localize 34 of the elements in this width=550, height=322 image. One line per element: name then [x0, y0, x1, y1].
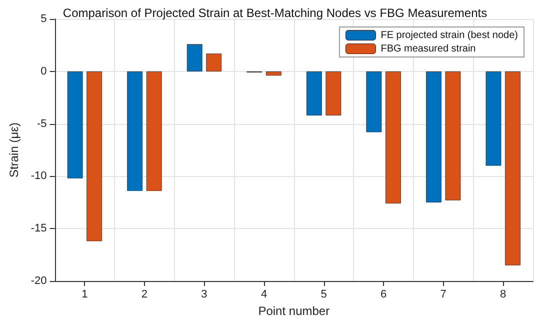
- x-tick-label: 5: [320, 288, 327, 300]
- y-tick-label: -5: [37, 118, 47, 130]
- bar: [67, 71, 83, 178]
- y-tick-label: -10: [30, 170, 47, 182]
- x-tick-label: 3: [201, 288, 208, 300]
- bar: [127, 71, 143, 191]
- x-tick-label: 2: [141, 288, 148, 300]
- x-tick-label: 1: [82, 288, 88, 300]
- bar: [186, 44, 202, 72]
- bar: [505, 71, 520, 266]
- x-tick-label: 7: [440, 288, 446, 300]
- x-tick-label: 6: [380, 288, 387, 300]
- chart-title: Comparison of Projected Strain at Best-Matching Nodes vs FBG Measurements: [62, 6, 488, 20]
- x-tick-label: 8: [500, 288, 506, 300]
- bar: [426, 71, 442, 202]
- bar: [266, 71, 282, 76]
- x-tick-label: 4: [260, 288, 268, 300]
- bar: [366, 71, 382, 132]
- y-tick-label: -15: [30, 222, 47, 235]
- bar: [486, 71, 502, 166]
- bar: [86, 71, 102, 242]
- x-axis-title: Point number: [258, 304, 330, 318]
- bar: [326, 71, 342, 116]
- bar: [306, 71, 322, 116]
- y-axis-title: Strain (με): [7, 122, 21, 178]
- y-tick-label: -20: [30, 275, 47, 287]
- y-tick-label: 0: [40, 65, 47, 78]
- legend-label: FBG measured strain: [380, 43, 476, 54]
- bar: [146, 71, 162, 191]
- legend-label: FE projected strain (best node): [380, 30, 518, 41]
- bar: [206, 54, 222, 72]
- y-tick-label: 5: [40, 13, 47, 25]
- bar: [445, 71, 461, 200]
- bar: [385, 71, 401, 204]
